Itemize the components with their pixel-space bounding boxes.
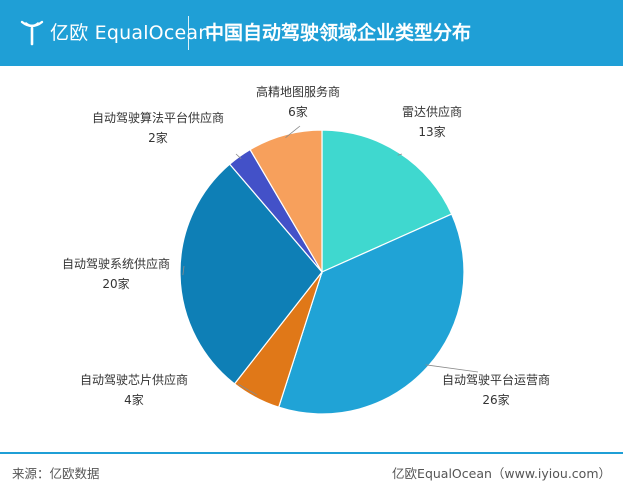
slice-label: 自动驾驶芯片供应商: [80, 372, 188, 387]
slice-label: 高精地图服务商: [256, 84, 340, 99]
chart-area: 雷达供应商 13家自动驾驶平台运营商 26家 自动驾驶芯片供应商 4家 自动驾驶系统供应商…: [0, 66, 623, 450]
leader-line: [237, 383, 258, 396]
header-bar: 亿欧 EqualOcean 中国自动驾驶领域企业类型分布: [0, 0, 623, 66]
slice-label: 自动驾驶平台运营商: [442, 372, 550, 387]
pie-slice: [321, 129, 453, 273]
pie-slice: [277, 213, 465, 415]
leader-line: [285, 125, 301, 139]
brand-name: 亿欧 EqualOcean: [50, 22, 211, 44]
header-divider: [188, 16, 189, 50]
slice-label: 自动驾驶系统供应商: [62, 256, 170, 271]
slice-value-label: 2家: [148, 130, 168, 145]
slice-label: 自动驾驶算法平台供应商: [92, 110, 224, 125]
pie-slice: [249, 129, 323, 275]
pie-slice: [179, 163, 323, 385]
leader-line: [235, 153, 242, 159]
source-note: 来源：亿欧数据: [12, 466, 100, 481]
slice-value-label: 6家: [288, 104, 308, 119]
slice-label: 雷达供应商: [402, 104, 462, 119]
leader-line: [425, 364, 479, 373]
chart-title: 中国自动驾驶领域企业类型分布: [205, 22, 472, 44]
slice-value-label: 26家: [482, 392, 509, 407]
slice-value-label: 4家: [124, 392, 144, 407]
footer-divider: [0, 452, 623, 454]
credit-note: 亿欧EqualOcean（www.iyiou.com）: [392, 466, 611, 481]
equalocean-logo-icon: [20, 20, 44, 46]
leader-line: [182, 265, 185, 276]
slice-value-label: 13家: [418, 124, 445, 139]
slice-value-label: 20家: [102, 276, 129, 291]
leader-line: [397, 153, 403, 156]
